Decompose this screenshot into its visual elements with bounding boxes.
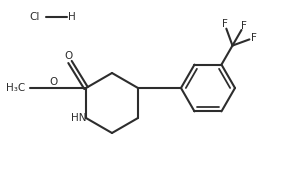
Text: H₃C: H₃C [6,83,25,93]
Text: F: F [222,19,228,29]
Text: F: F [251,33,257,43]
Text: O: O [49,77,57,87]
Text: Cl: Cl [30,12,40,22]
Text: HN: HN [71,113,87,123]
Text: F: F [241,21,247,31]
Text: O: O [64,51,72,61]
Text: H: H [68,12,76,22]
